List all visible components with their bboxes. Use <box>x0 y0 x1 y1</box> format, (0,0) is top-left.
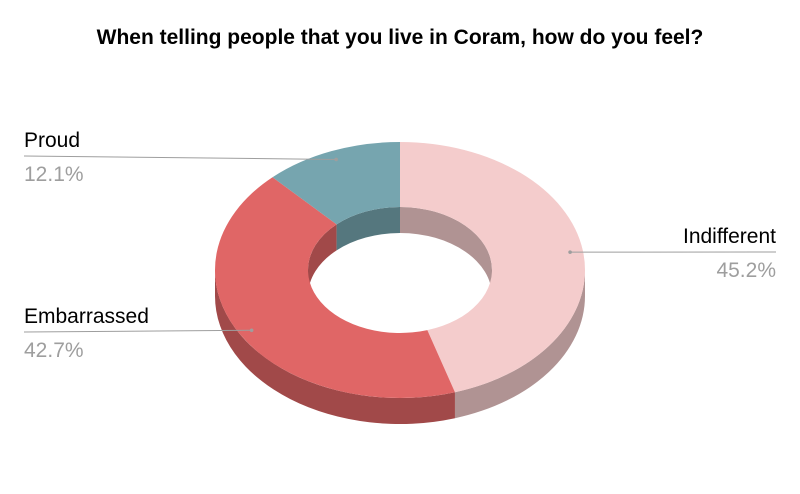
leader-dot-indifferent <box>568 250 572 254</box>
outer-wall-embarrassed <box>215 270 455 424</box>
outer-wall-indifferent <box>454 270 585 419</box>
slice-value-embarrassed: 42.7% <box>24 339 84 362</box>
slice-indifferent <box>400 142 585 393</box>
slice-label-proud: Proud <box>24 129 81 152</box>
slice-embarrassed <box>215 177 455 398</box>
inner-wall-proud <box>336 207 400 251</box>
slice-proud <box>272 142 400 225</box>
leader-line-embarrassed <box>23 329 252 333</box>
chart-title: When telling people that you live in Cor… <box>96 26 704 49</box>
leader-dot-embarrassed <box>249 328 254 333</box>
donut-group <box>215 142 585 424</box>
slice-value-proud: 12.1% <box>24 163 84 186</box>
inner-wall-indifferent <box>400 207 492 296</box>
inner-wall-embarrassed <box>308 224 337 296</box>
slice-label-embarrassed: Embarrassed <box>24 305 149 328</box>
leader-dot-proud <box>334 157 338 162</box>
slice-value-indifferent: 45.2% <box>716 259 776 282</box>
slice-label-indifferent: Indifferent <box>682 225 776 248</box>
leader-line-proud <box>23 155 337 160</box>
